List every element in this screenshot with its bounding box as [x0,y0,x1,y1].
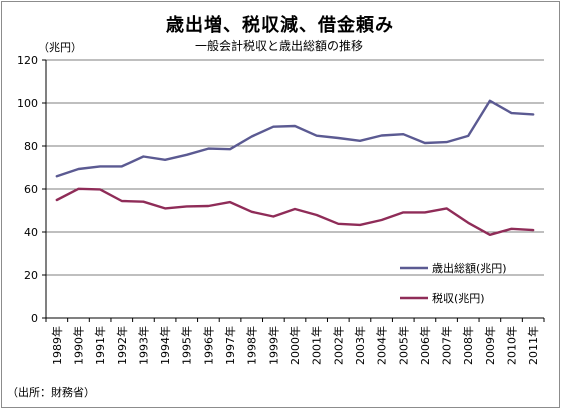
y-tick-label-3: 60 [24,183,38,196]
y-tick-label-2: 40 [24,226,38,239]
series-line-1 [55,187,535,237]
y-tick-label-1: 20 [24,269,38,282]
x-tick-label-12: 2001年 [310,326,324,365]
x-tick-label-7: 1996年 [201,326,215,365]
y-axis-unit-label: （兆円） [38,41,82,54]
x-tick-label-22: 2011年 [526,326,540,365]
x-tick-label-5: 1994年 [158,326,172,365]
axes [42,59,545,322]
y-tick-label-0: 0 [31,312,38,325]
x-tick-label-16: 2005年 [396,326,410,365]
x-tick-label-21: 2010年 [505,326,519,365]
x-tick-labels: 1989年 1990年 1991年 1992年 1993年 1994年 1995年 1996年… [50,326,540,365]
x-tick-label-14: 2003年 [353,326,367,365]
chart-title: 歳出増、税収減、借金頼み [166,15,394,36]
x-tick-label-2: 1991年 [93,326,107,365]
x-tick-label-9: 1998年 [245,326,259,365]
x-tick-label-10: 1999年 [266,326,280,365]
legend-label-0: 歳出総額(兆円) [432,261,507,275]
x-tick-label-8: 1997年 [223,326,237,365]
x-tick-label-17: 2006年 [418,326,432,365]
chart-subtitle: 一般会計税収と歳出総額の推移 [195,39,364,53]
legend-label-1: 税収(兆円) [432,291,485,305]
x-tick-label-6: 1995年 [180,326,194,365]
series-lines [55,99,535,237]
x-tick-label-3: 1992年 [115,326,129,365]
y-tick-labels: 0 20 40 60 80 100 120 [17,54,38,325]
y-tick-label-6: 120 [17,54,38,67]
x-tick-label-15: 2004年 [375,326,389,365]
x-tick-label-11: 2000年 [288,326,302,365]
source-note: （出所：財務省） [7,386,95,399]
x-tick-label-18: 2007年 [440,326,454,365]
y-tick-label-5: 100 [17,97,38,110]
y-tick-label-4: 80 [24,140,38,153]
x-tick-label-20: 2009年 [483,326,497,365]
x-tick-label-1: 1990年 [71,326,85,365]
x-tick-label-13: 2002年 [331,326,345,365]
x-tick-label-19: 2008年 [461,326,475,365]
x-tick-label-4: 1993年 [136,326,150,365]
series-line-0 [55,99,535,178]
legend: 歳出総額(兆円) 税収(兆円) [400,261,507,305]
gridlines [46,59,544,276]
x-tick-label-0: 1989年 [50,326,64,365]
